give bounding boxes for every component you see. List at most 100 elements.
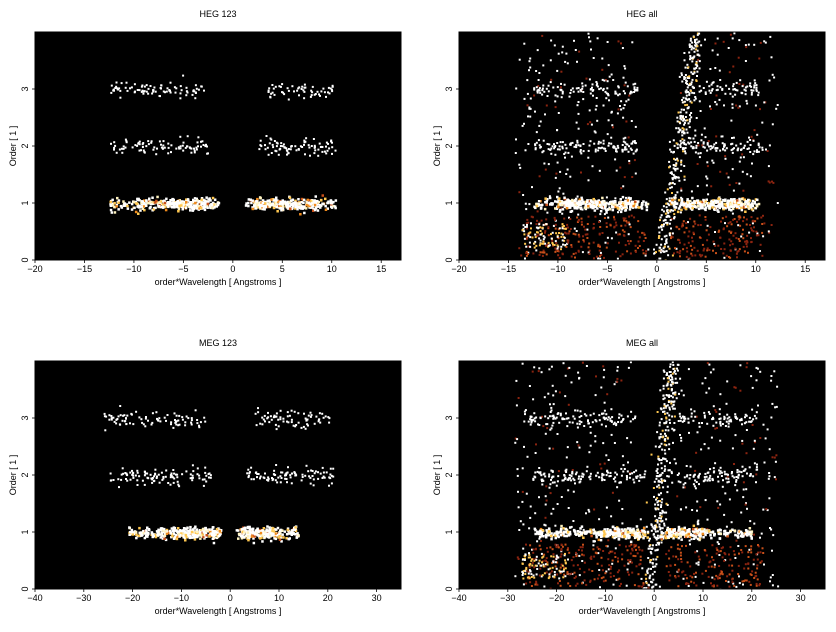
- event-point: [727, 206, 730, 209]
- event-point: [552, 482, 554, 484]
- event-point: [555, 390, 557, 392]
- event-point: [575, 49, 577, 51]
- event-point: [620, 225, 622, 227]
- event-point: [751, 202, 754, 205]
- event-point: [533, 95, 535, 97]
- event-point: [708, 576, 710, 578]
- event-point: [151, 422, 153, 424]
- event-point: [680, 552, 682, 554]
- event-point: [741, 440, 743, 442]
- event-point: [538, 125, 540, 127]
- event-point: [611, 74, 613, 76]
- event-point: [697, 431, 699, 433]
- y-tick-label: 2: [20, 472, 30, 477]
- event-point: [573, 233, 575, 235]
- event-point: [210, 203, 213, 206]
- event-point: [586, 237, 588, 239]
- y-tick-label: 3: [20, 415, 30, 420]
- event-point: [573, 565, 575, 567]
- event-point: [739, 582, 741, 584]
- event-point: [283, 421, 285, 423]
- event-point: [522, 125, 524, 127]
- event-point: [769, 580, 771, 582]
- event-point: [601, 197, 604, 200]
- event-point: [190, 206, 193, 209]
- event-point: [266, 533, 269, 536]
- event-point: [708, 411, 710, 413]
- event-point: [682, 203, 685, 206]
- event-point: [131, 86, 133, 88]
- event-point: [732, 148, 734, 150]
- event-point: [686, 119, 688, 121]
- event-point: [157, 420, 159, 422]
- event-point: [310, 483, 312, 485]
- event-point: [774, 457, 776, 459]
- event-point: [308, 144, 310, 146]
- event-point: [540, 240, 542, 242]
- event-point: [274, 140, 276, 142]
- event-point: [752, 221, 754, 223]
- event-point: [679, 118, 681, 120]
- event-point: [182, 419, 184, 421]
- event-point: [705, 91, 707, 93]
- event-point: [583, 226, 585, 228]
- event-point: [688, 52, 690, 54]
- event-point: [583, 150, 585, 152]
- event-point: [138, 475, 140, 477]
- event-point: [752, 387, 754, 389]
- event-point: [555, 240, 557, 242]
- event-point: [328, 87, 330, 89]
- event-point: [623, 234, 625, 236]
- event-point: [711, 437, 713, 439]
- event-point: [620, 380, 622, 382]
- event-point: [298, 94, 300, 96]
- event-point: [767, 428, 769, 430]
- event-point: [607, 93, 609, 95]
- event-point: [269, 204, 272, 207]
- event-point: [260, 532, 263, 535]
- event-point: [708, 566, 710, 568]
- event-point: [730, 249, 732, 251]
- event-point: [599, 586, 601, 588]
- event-point: [588, 511, 590, 513]
- event-point: [304, 87, 306, 89]
- event-point: [282, 145, 284, 147]
- event-point: [534, 247, 536, 249]
- event-point: [253, 205, 256, 208]
- event-point: [280, 86, 282, 88]
- event-point: [303, 91, 305, 93]
- event-point: [683, 132, 685, 134]
- event-point: [634, 584, 636, 586]
- event-point: [706, 229, 708, 231]
- event-point: [622, 253, 624, 255]
- event-point: [605, 242, 607, 244]
- event-point: [546, 500, 548, 502]
- event-point: [546, 253, 548, 255]
- event-point: [685, 205, 688, 208]
- event-point: [620, 187, 622, 189]
- event-point: [574, 577, 576, 579]
- event-point: [690, 245, 692, 247]
- event-point: [617, 147, 619, 149]
- event-point: [753, 226, 755, 228]
- event-point: [110, 209, 113, 212]
- event-point: [645, 250, 647, 252]
- event-point: [180, 92, 182, 94]
- event-point: [573, 556, 575, 558]
- event-point: [315, 416, 317, 418]
- event-point: [599, 246, 601, 248]
- event-point: [548, 143, 550, 145]
- event-point: [331, 482, 333, 484]
- event-point: [756, 464, 758, 466]
- event-point: [658, 227, 660, 229]
- event-point: [739, 161, 741, 163]
- event-point: [554, 251, 556, 253]
- event-point: [628, 99, 630, 101]
- event-point: [331, 89, 333, 91]
- event-point: [643, 232, 645, 234]
- event-point: [620, 205, 623, 208]
- event-point: [623, 107, 625, 109]
- event-point: [667, 254, 669, 256]
- event-point: [686, 227, 688, 229]
- event-point: [273, 415, 275, 417]
